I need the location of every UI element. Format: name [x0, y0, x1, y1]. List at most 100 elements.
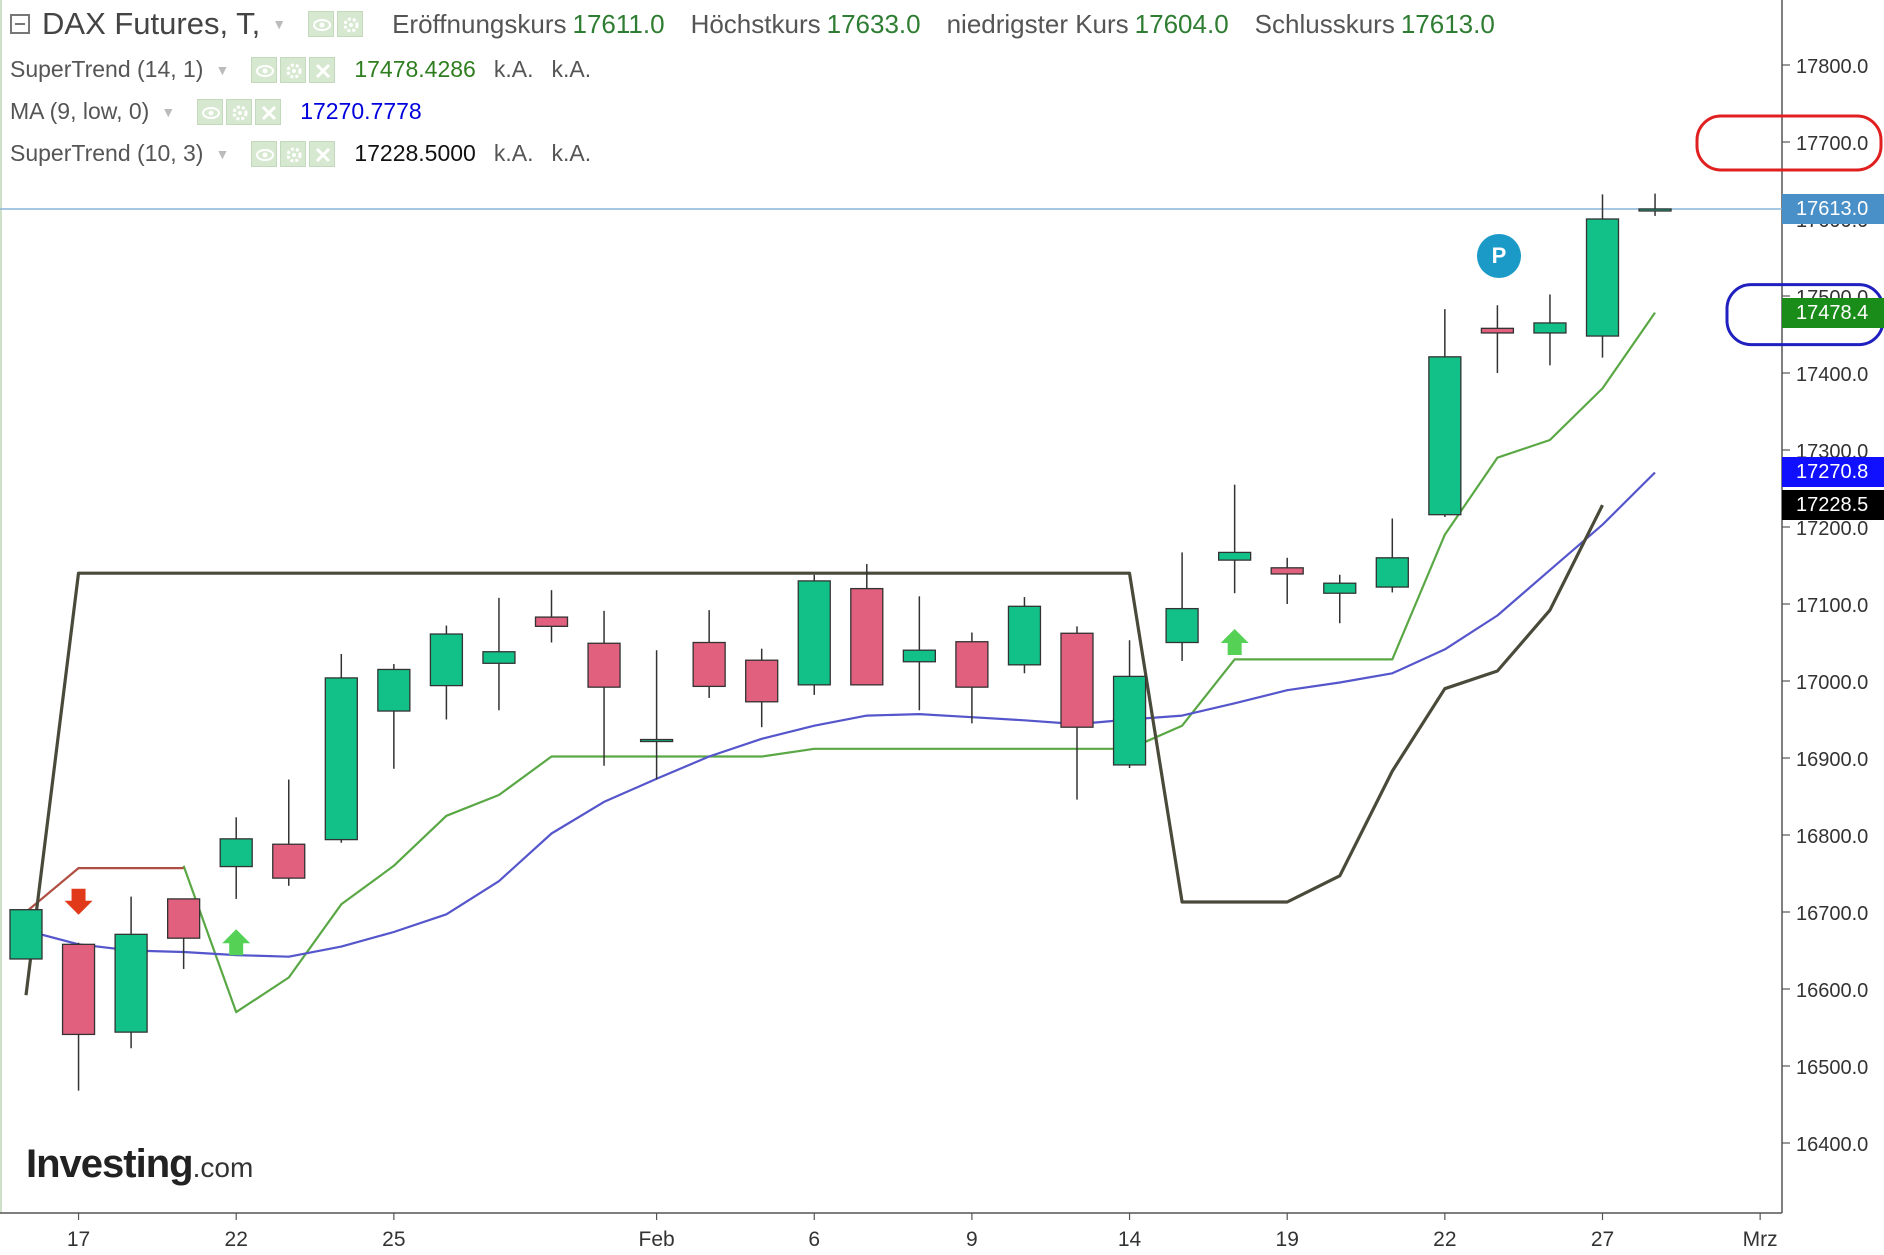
candle-body[interactable]	[272, 843, 306, 879]
indicator-value: 17270.7778	[300, 98, 422, 124]
eye-icon[interactable]	[197, 98, 224, 125]
y-tick-label: 17200.0	[1796, 518, 1868, 540]
high-label: Höchstkurs	[690, 8, 821, 39]
indicator-legend-supertrend-10: SuperTrend (10, 3) ▼ 17228.5000 k.A. k.A…	[10, 140, 609, 167]
supertrend-14-price-tag: 17478.4	[1782, 297, 1884, 328]
candle-body[interactable]	[587, 642, 621, 688]
candle-body[interactable]	[1060, 632, 1094, 728]
candle-body[interactable]	[850, 587, 884, 686]
eye-icon[interactable]	[308, 11, 335, 37]
indicator-legend-supertrend-14: SuperTrend (14, 1) ▼ 17478.4286 k.A. k.A…	[10, 56, 609, 83]
candle-body[interactable]	[166, 898, 201, 939]
candle-body[interactable]	[1323, 582, 1357, 594]
indicator-extra: k.A.	[551, 56, 592, 82]
indicator-name[interactable]: SuperTrend (14, 1)	[10, 56, 204, 82]
candle-body[interactable]	[1112, 675, 1147, 766]
candle-body[interactable]	[1165, 607, 1199, 644]
indicator-extra: k.A.	[551, 140, 592, 166]
y-tick-label: 16900.0	[1796, 749, 1868, 771]
y-tick-label: 16500.0	[1796, 1057, 1868, 1079]
gear-icon[interactable]	[226, 98, 253, 125]
collapse-legend-icon[interactable]	[10, 14, 30, 34]
candle-body[interactable]	[61, 943, 96, 1036]
x-tick-label: Mrz	[1743, 1228, 1778, 1251]
candle-body[interactable]	[955, 641, 989, 688]
indicator-name[interactable]: MA (9, low, 0)	[10, 98, 150, 124]
candle-body[interactable]	[902, 649, 936, 663]
y-tick-label: 17800.0	[1796, 56, 1868, 78]
candle-body[interactable]	[324, 677, 358, 841]
logo-brand: Investing	[26, 1142, 194, 1186]
gear-icon[interactable]	[337, 11, 364, 37]
close-icon[interactable]	[309, 140, 336, 167]
candle-body[interactable]	[534, 616, 569, 627]
candle-body[interactable]	[1007, 605, 1042, 666]
indicator-name[interactable]: SuperTrend (10, 3)	[10, 140, 204, 166]
buy-signal-arrow-icon	[222, 929, 251, 956]
candle-body[interactable]	[429, 633, 464, 687]
indicator-extra: k.A.	[493, 56, 534, 82]
chevron-down-icon[interactable]: ▼	[215, 145, 230, 162]
close-icon[interactable]	[255, 98, 282, 125]
candle-body[interactable]	[1585, 218, 1620, 337]
open-label: Eröffnungskurs	[392, 8, 567, 39]
candle-body[interactable]	[797, 580, 831, 686]
position-marker[interactable]: P	[1477, 234, 1521, 278]
candle-body[interactable]	[745, 659, 779, 703]
candle-body[interactable]	[482, 651, 516, 664]
y-tick-label: 17000.0	[1796, 672, 1868, 694]
eye-icon[interactable]	[251, 56, 278, 83]
eye-icon[interactable]	[251, 140, 278, 167]
close-icon[interactable]	[309, 56, 336, 83]
gear-icon[interactable]	[280, 56, 307, 83]
y-tick-label: 16600.0	[1796, 980, 1868, 1002]
highlight-annotation	[1695, 114, 1883, 172]
y-tick-label: 17100.0	[1796, 595, 1868, 617]
chevron-down-icon[interactable]: ▼	[161, 103, 176, 120]
candle-body[interactable]	[639, 738, 674, 743]
candle-body[interactable]	[1270, 567, 1304, 575]
supertrend-10-price-tag: 17228.5	[1782, 490, 1884, 521]
candle-body[interactable]	[1218, 551, 1252, 561]
series-line	[182, 311, 1656, 1014]
gear-icon[interactable]	[280, 140, 307, 167]
x-tick-label: 9	[966, 1228, 978, 1251]
x-tick-label: 17	[67, 1228, 90, 1251]
candle-body[interactable]	[1638, 208, 1672, 212]
candle-body[interactable]	[1480, 327, 1515, 334]
indicator-value: 17478.4286	[354, 56, 476, 82]
close-value: 17613.0	[1400, 8, 1495, 39]
x-tick-label: 25	[382, 1228, 405, 1251]
indicator-extra: k.A.	[493, 140, 534, 166]
candle-body[interactable]	[692, 641, 726, 688]
symbol-legend: DAX Futures, T, ▼ Eröffnungskurs 17611.0 …	[10, 6, 1495, 42]
investing-logo: Investing.com	[26, 1142, 253, 1187]
candle-body[interactable]	[1428, 356, 1462, 516]
candle-body[interactable]	[1375, 557, 1409, 588]
candle-body[interactable]	[114, 933, 148, 1033]
symbol-name[interactable]: DAX Futures, T,	[42, 6, 261, 41]
y-tick-label: 17700.0	[1796, 133, 1868, 155]
current-price-tag: 17613.0	[1782, 193, 1884, 224]
open-value: 17611.0	[572, 8, 665, 39]
candle-body[interactable]	[219, 838, 253, 868]
x-tick-label: Feb	[639, 1228, 675, 1251]
x-tick-label: 6	[808, 1228, 820, 1251]
sell-signal-arrow-icon	[64, 888, 93, 915]
logo-suffix: .com	[192, 1152, 254, 1183]
candle-body[interactable]	[9, 909, 43, 960]
candle-body[interactable]	[1533, 322, 1567, 334]
x-tick-label: 22	[225, 1228, 248, 1251]
indicator-legend-ma-9: MA (9, low, 0) ▼ 17270.7778	[10, 98, 440, 125]
chevron-down-icon[interactable]: ▼	[215, 61, 230, 78]
y-tick-label: 16700.0	[1796, 903, 1868, 925]
close-label: Schlusskurs	[1254, 8, 1395, 39]
x-tick-label: 14	[1118, 1228, 1142, 1251]
ma-price-tag: 17270.8	[1782, 457, 1884, 488]
indicator-value: 17228.5000	[354, 140, 476, 166]
candle-body[interactable]	[377, 668, 411, 712]
buy-signal-arrow-icon	[1220, 628, 1249, 655]
chevron-down-icon[interactable]: ▼	[272, 16, 287, 32]
